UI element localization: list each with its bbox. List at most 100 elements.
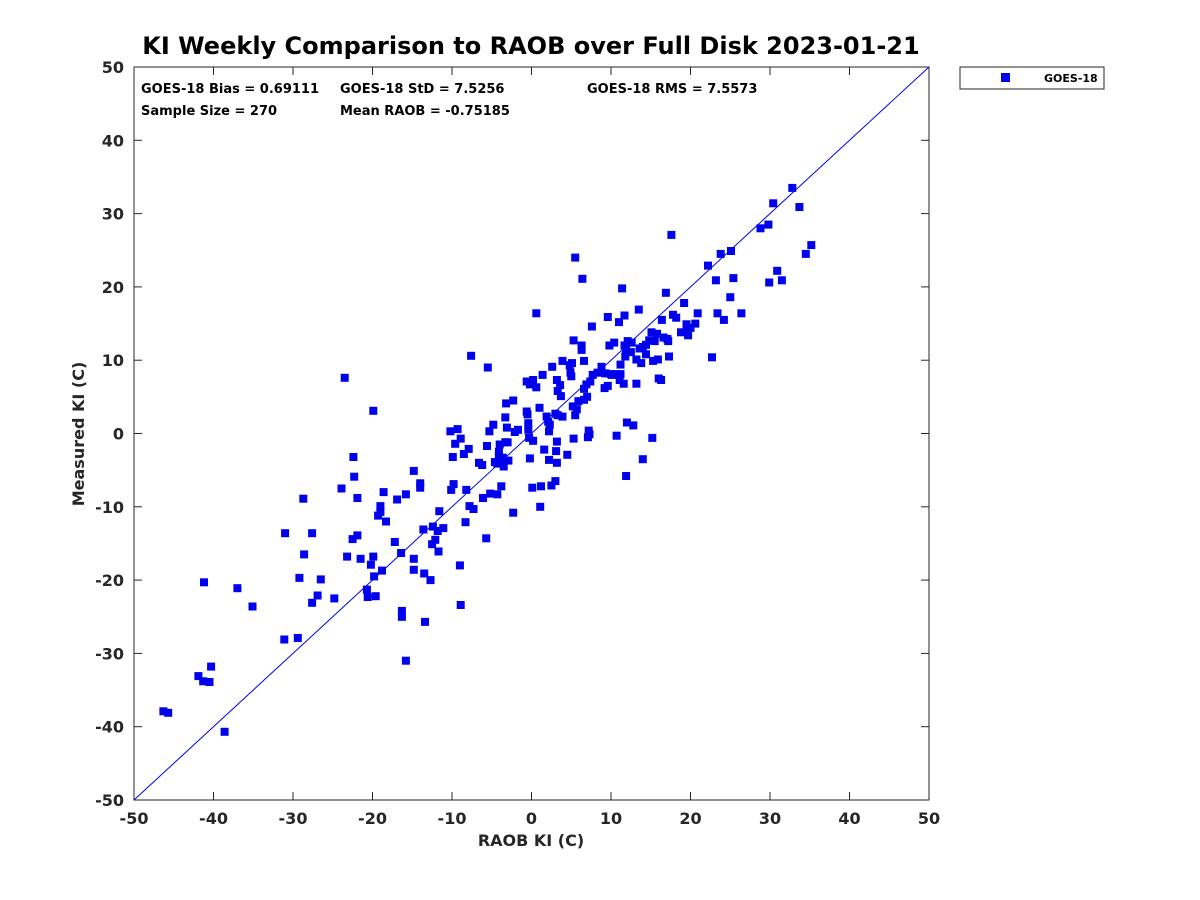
data-point [461, 518, 470, 527]
data-point [571, 253, 580, 262]
data-point [580, 384, 588, 393]
data-point [401, 490, 410, 499]
legend-entry-goes-18: GOES-18 [1044, 72, 1098, 85]
data-point [647, 328, 656, 337]
data-point [509, 396, 518, 405]
data-point [545, 455, 553, 464]
data-point [616, 360, 625, 369]
data-point [313, 591, 322, 600]
data-point [684, 331, 693, 340]
stat-bias: GOES-18 Bias = 0.69111 [141, 82, 319, 97]
data-point [379, 488, 388, 497]
data-point [337, 484, 346, 493]
data-point [447, 485, 456, 494]
data-point [308, 529, 317, 538]
data-point [535, 403, 544, 412]
stat-rms: GOES-18 RMS = 7.5573 [587, 82, 757, 97]
data-point [504, 456, 513, 465]
data-point [281, 529, 290, 538]
data-point [558, 356, 567, 365]
data-point [556, 392, 565, 401]
data-point [495, 440, 504, 449]
data-point [540, 445, 549, 454]
data-point [578, 274, 587, 283]
data-point [577, 345, 586, 354]
data-point [665, 352, 673, 361]
x-tick-label: -20 [358, 809, 387, 828]
data-points [159, 183, 816, 736]
y-tick-label: 30 [102, 205, 124, 224]
data-point [650, 337, 659, 346]
data-point [569, 434, 578, 443]
data-point [409, 565, 418, 574]
data-point [569, 336, 578, 345]
data-point [439, 524, 448, 533]
data-point [645, 336, 654, 345]
data-point [340, 373, 349, 382]
x-tick-label: -50 [120, 809, 149, 828]
data-point [159, 707, 168, 716]
data-point [583, 392, 592, 401]
data-point [626, 348, 635, 357]
data-point [409, 554, 418, 563]
data-point [801, 249, 810, 258]
data-point [532, 309, 541, 318]
data-point [719, 315, 728, 324]
data-point [514, 425, 522, 434]
y-tick-label: -30 [95, 644, 124, 663]
data-point [371, 592, 380, 601]
data-point [716, 249, 725, 258]
chart-title: KI Weekly Comparison to RAOB over Full D… [142, 32, 919, 60]
data-point [553, 411, 562, 420]
data-point [552, 458, 561, 467]
data-point [615, 318, 623, 327]
data-point [764, 220, 773, 229]
data-point [680, 299, 689, 307]
data-point [726, 293, 735, 302]
data-point [523, 410, 532, 419]
data-point [593, 368, 602, 377]
data-point [667, 230, 676, 239]
data-point [552, 376, 561, 384]
legend-box [959, 66, 1105, 90]
data-point [765, 278, 774, 287]
x-tick-label: 20 [679, 809, 701, 828]
y-tick-label: 20 [102, 278, 124, 297]
data-point [428, 522, 437, 531]
data-point [483, 363, 492, 372]
data-point [401, 656, 410, 665]
data-point [479, 494, 487, 502]
x-tick-label: 50 [918, 809, 940, 828]
data-point [618, 284, 627, 293]
data-point [686, 323, 695, 332]
data-point [622, 418, 631, 427]
data-point [620, 341, 629, 350]
data-point [632, 355, 641, 364]
data-point [638, 455, 647, 464]
data-point [409, 466, 418, 475]
data-point [390, 538, 399, 546]
data-point [597, 362, 606, 371]
data-point [588, 370, 597, 379]
data-point [502, 423, 511, 432]
data-point [300, 550, 309, 559]
data-point [649, 356, 658, 365]
data-point [397, 549, 406, 557]
data-point [632, 379, 641, 388]
data-point [553, 387, 562, 395]
data-point [642, 340, 650, 349]
data-point [629, 421, 638, 430]
data-point [295, 573, 304, 582]
y-tick-labels: -50 -40 -30 -20 -10 0 10 20 30 40 50 [95, 58, 124, 810]
data-point [382, 517, 390, 526]
data-point [220, 727, 229, 736]
data-point [664, 337, 673, 346]
data-point [610, 338, 619, 347]
data-point [205, 678, 214, 686]
data-point [376, 502, 385, 511]
x-tick-label: 30 [759, 809, 781, 828]
data-point [397, 606, 406, 615]
data-point [482, 534, 491, 543]
data-point [486, 489, 495, 498]
